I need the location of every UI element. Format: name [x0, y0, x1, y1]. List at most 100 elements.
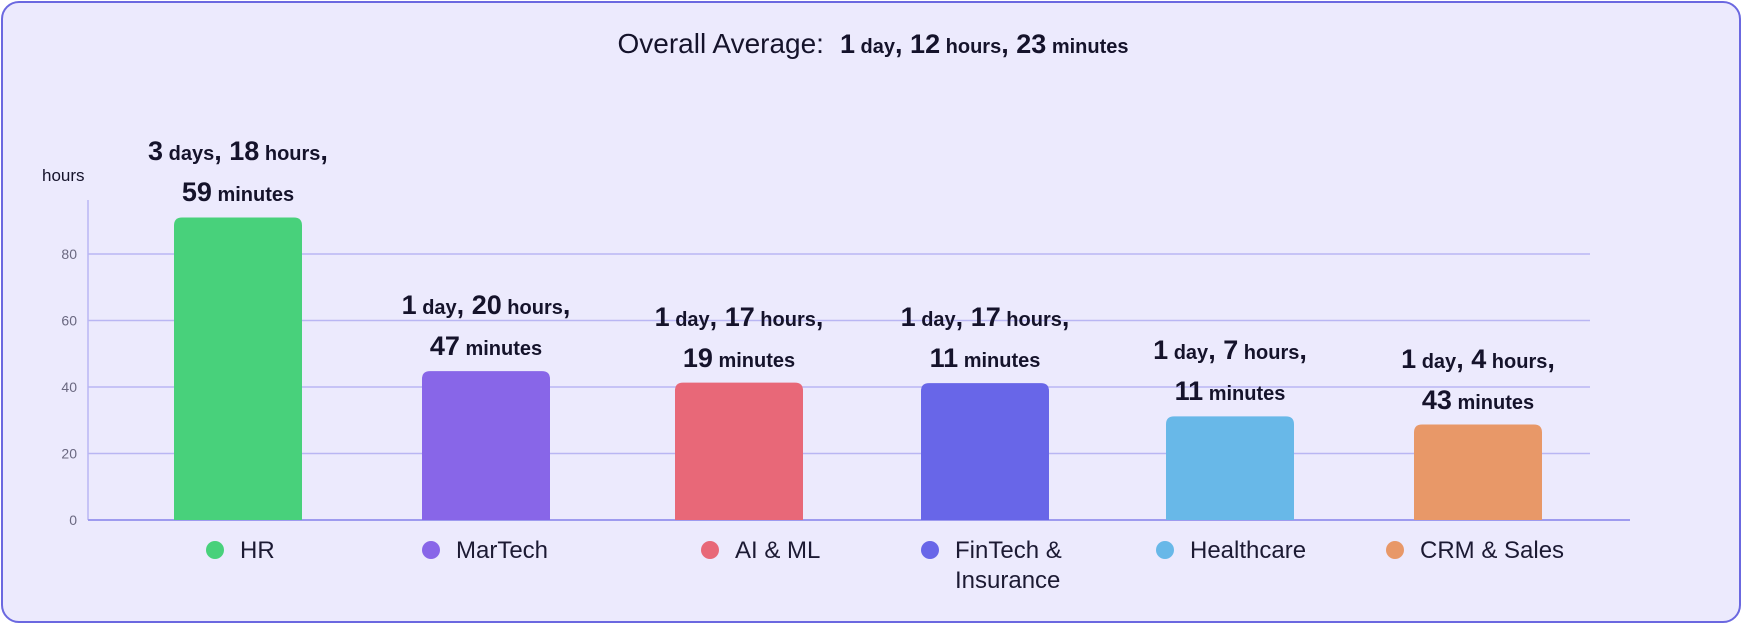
bar-value-unit: minutes: [712, 349, 796, 372]
bar-value-unit: hours: [1000, 309, 1062, 332]
bar-value-separator: ,: [709, 301, 725, 332]
bar-value-number: 4: [1471, 343, 1487, 374]
bar-value-line: 43 minutes: [1328, 382, 1628, 423]
bar-value-number: 11: [1174, 376, 1204, 407]
y-tick-label: 0: [69, 512, 77, 528]
bar-value-line: 1 day, 20 hours,: [336, 287, 636, 328]
bar-value-number: 1: [654, 301, 670, 332]
bar-value-number: 1: [1401, 343, 1417, 374]
bar-value-number: 43: [1421, 384, 1452, 415]
legend-label: FinTech & Insurance: [955, 537, 1062, 594]
legend-item[interactable]: Healthcare: [1156, 536, 1306, 566]
bar-ai-ml[interactable]: [675, 382, 803, 520]
bar-value-number: 1: [401, 290, 417, 321]
bar-value-separator: ,: [1547, 343, 1555, 374]
bar-value-number: 17: [724, 301, 755, 332]
legend-label: AI & ML: [735, 537, 821, 564]
bar-value-unit: minutes: [1203, 383, 1286, 406]
bar-value-label: 1 day, 17 hours, 11 minutes: [835, 299, 1135, 381]
bar-value-separator: ,: [815, 301, 824, 332]
bar-value-line: 47 minutes: [336, 328, 636, 369]
legend-dot-icon: [206, 541, 224, 559]
bar-value-label: 1 day, 7 hours, 11 minutes: [1080, 332, 1380, 414]
bar-value-separator: ,: [214, 136, 230, 167]
bar-healthcare[interactable]: [1166, 416, 1294, 520]
bar-value-number: 47: [429, 331, 460, 362]
bar-value-number: 1: [900, 302, 916, 333]
bar-value-unit: minutes: [211, 184, 295, 207]
bar-value-line: 19 minutes: [589, 340, 889, 381]
bar-value-unit: day: [1168, 342, 1209, 365]
bar-value-separator: ,: [1299, 335, 1307, 366]
overall-average-number: 1: [839, 29, 855, 59]
bar-value-unit: days: [163, 143, 215, 166]
bar-value-line: 1 day, 17 hours,: [589, 299, 889, 340]
bar-value-unit: day: [669, 308, 710, 331]
bar-value-separator: ,: [1456, 343, 1472, 374]
bar-value-number: 1: [1153, 335, 1169, 366]
legend-dot-icon: [701, 541, 719, 559]
bar-value-number: 59: [181, 177, 212, 208]
overall-average-unit: minutes: [1046, 36, 1129, 58]
bar-value-line: 1 day, 4 hours,: [1328, 341, 1628, 382]
overall-average-label: Overall Average:: [617, 28, 824, 59]
legend-label: Healthcare: [1190, 537, 1307, 564]
legend-dot-icon: [921, 541, 939, 559]
bar-value-unit: minutes: [459, 338, 543, 361]
bar-value-unit: day: [1416, 350, 1457, 373]
bar-value-separator: ,: [955, 302, 971, 333]
bar-crm-sales[interactable]: [1414, 424, 1542, 520]
legend-item[interactable]: HR: [206, 536, 275, 566]
bar-value-line: 1 day, 7 hours,: [1080, 332, 1380, 373]
bar-value-unit: hours: [501, 297, 563, 320]
bar-martech[interactable]: [422, 371, 550, 520]
bar-value-number: 11: [929, 343, 959, 374]
legend-dot-icon: [1386, 541, 1404, 559]
legend-dot-icon: [422, 541, 440, 559]
bar-value-unit: minutes: [1451, 391, 1535, 414]
bar-value-separator: ,: [1061, 302, 1070, 333]
overall-average-unit: day: [855, 36, 896, 58]
legend-item[interactable]: MarTech: [422, 536, 548, 566]
bar-value-label: 1 day, 17 hours, 19 minutes: [589, 299, 889, 381]
y-tick-label: 40: [61, 379, 77, 395]
overall-average-unit: hours: [940, 36, 1002, 58]
legend-label: HR: [240, 537, 275, 564]
bar-fintech-insurance[interactable]: [921, 383, 1049, 520]
bar-value-label: 1 day, 4 hours, 43 minutes: [1328, 341, 1628, 423]
overall-average-number: 12: [910, 29, 941, 59]
bar-value-line: 59 minutes: [88, 174, 388, 215]
bar-value-unit: hours: [754, 308, 816, 331]
bar-value-number: 18: [229, 136, 260, 167]
legend-item[interactable]: CRM & Sales: [1386, 536, 1564, 566]
bar-value-line: 11 minutes: [1080, 373, 1380, 414]
legend-label: CRM & Sales: [1420, 537, 1565, 564]
bar-value-number: 7: [1223, 335, 1239, 366]
legend-label: MarTech: [456, 537, 549, 564]
bar-value-unit: day: [915, 309, 956, 332]
bar-value-number: 3: [148, 136, 164, 167]
bar-value-unit: hours: [1486, 350, 1548, 373]
y-tick-label: 60: [61, 313, 77, 329]
legend-dot-icon: [1156, 541, 1174, 559]
overall-average-separator: ,: [1001, 29, 1017, 59]
legend-item[interactable]: FinTech & Insurance: [921, 536, 1062, 596]
bar-value-unit: day: [416, 297, 457, 320]
bar-value-separator: ,: [456, 290, 472, 321]
bar-value-label: 1 day, 20 hours, 47 minutes: [336, 287, 636, 369]
bar-value-separator: ,: [562, 290, 571, 321]
bar-value-number: 17: [970, 302, 1001, 333]
bar-value-unit: minutes: [958, 350, 1041, 373]
bar-value-separator: ,: [320, 136, 328, 167]
bar-value-unit: hours: [259, 143, 321, 166]
bar-value-separator: ,: [1208, 335, 1224, 366]
bar-value-line: 3 days, 18 hours,: [88, 133, 388, 174]
bar-value-line: 11 minutes: [835, 340, 1135, 381]
overall-average-number: 23: [1016, 29, 1047, 59]
y-tick-label: 20: [61, 446, 77, 462]
bar-hr[interactable]: [174, 217, 302, 520]
overall-average-separator: ,: [895, 29, 911, 59]
overall-average-value: 1 day, 12 hours, 23 minutes: [840, 29, 1129, 59]
legend-item[interactable]: AI & ML: [701, 536, 820, 566]
